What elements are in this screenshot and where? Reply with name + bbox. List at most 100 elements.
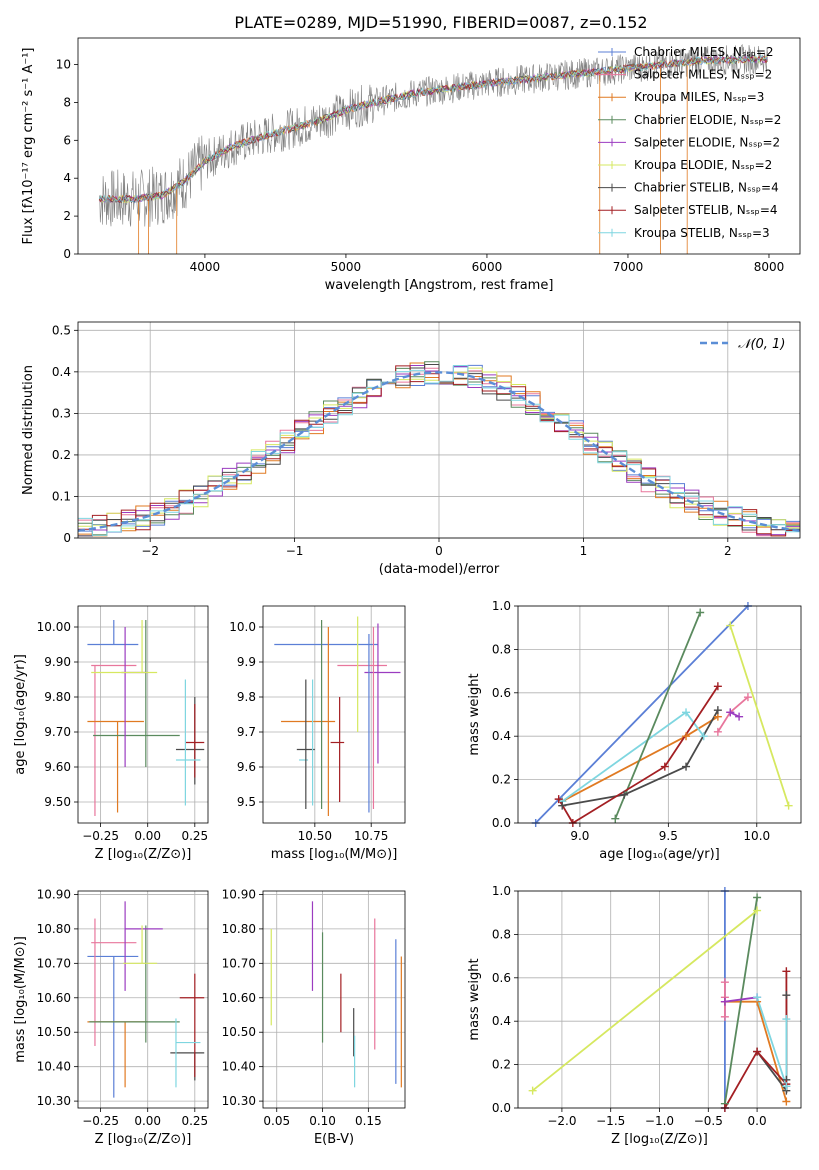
plot-area [274,616,401,816]
x-tick-label: −0.25 [82,829,119,843]
y-tick-label: 10.50 [37,1025,71,1039]
mass-weight-line [535,606,749,823]
plot-area [87,901,205,1098]
mass-weight-point [720,978,729,987]
mass-weight-point [713,706,722,715]
x-tick-label: 2 [724,544,732,558]
mass-weight-point [554,795,563,804]
panel-mass_vs_Z: −0.25 0.00 0.25 10.30 10.40 10.50 10.60 10.70 10… [13,887,209,1147]
panel-residuals: −2 −1 0 1 2 0 0.1 0.2 0.3 0.4 0.5 𝒩(0, 1) (data-mode… [21,321,801,577]
y-tick-label: 10.90 [37,887,71,901]
y-tick-label: 10.70 [222,956,256,970]
legend-label: Chabrier MILES, Nₛₛₚ=2 [634,45,774,59]
x-tick-label: −1 [286,544,304,558]
legend-label: Kroupa ELODIE, Nₛₛₚ=2 [634,158,772,172]
x-axis-label: E(B-V) [314,1132,354,1147]
y-tick-label: 10 [56,58,71,72]
mass-weight-point [660,762,669,771]
y-tick-label: 2 [63,209,71,223]
panel-age_vs_Z: −0.25 0.00 0.25 9.50 9.60 9.70 9.80 9.90 10.00 Z … [13,605,209,862]
x-tick-label: 10.50 [298,829,332,843]
x-axis-label: Z [log₁₀(Z/Z⊙)] [95,847,192,862]
y-tick-label: 6 [63,133,71,147]
mass-weight-line [532,909,758,1092]
mass-weight-point [753,893,762,902]
legend-label: Salpeter ELODIE, Nₛₛₚ=2 [634,135,780,149]
y-tick-label: 0.8 [492,642,511,656]
y-tick-label: 10.50 [222,1025,256,1039]
x-tick-label: −1.5 [596,1114,625,1128]
x-tick-label: 0.10 [309,1114,336,1128]
mass-weight-point [682,762,691,771]
mass-weight-line [557,685,719,823]
mass-weight-point [611,814,620,823]
mass-weight-point [726,621,735,630]
legend-label: 𝒩(0, 1) [738,337,785,352]
y-tick-label: 0.5 [52,323,71,337]
axes-frame [517,605,802,824]
axes-frame [262,890,406,1109]
y-tick-label: 9.90 [44,655,71,669]
y-tick-label: 0.2 [492,773,511,787]
histogram-step [78,365,800,537]
x-axis-label: wavelength [Angstrom, rest frame] [325,278,554,293]
mass-weight-point [782,967,791,976]
x-tick-label: −2 [141,544,159,558]
axes-frame [517,890,802,1109]
y-tick-label: 10.70 [37,956,71,970]
figure-title: PLATE=0289, MJD=51990, FIBERID=0087, z=0… [234,13,647,32]
normal-distribution-curve [78,371,800,532]
y-axis-label: age [log₁₀(age/yr)] [13,654,28,775]
mass-weight-line [614,612,702,820]
axes-frame [77,890,209,1109]
x-axis-label: age [log₁₀(age/yr)] [599,847,720,862]
mass-weight-point [782,1082,791,1091]
mass-weight-point [682,708,691,717]
y-tick-label: 10.0 [229,620,256,634]
mass-weight-point [713,727,722,736]
y-tick-label: 9.8 [237,690,256,704]
legend-label: Kroupa STELIB, Nₛₛₚ=3 [634,226,770,240]
plot-area [535,606,790,823]
y-tick-label: 10.80 [37,922,71,936]
y-tick-label: 10.60 [37,991,71,1005]
mass-weight-point [753,993,762,1002]
mass-weight-point [682,732,691,741]
mass-weight-line [756,997,788,1087]
x-tick-label: 10.0 [743,829,770,843]
x-axis-label: Z [log₁₀(Z/Z⊙)] [95,1132,192,1147]
x-tick-label: 5000 [331,260,362,274]
mass-weight-point [699,732,708,741]
legend-label: Salpeter STELIB, Nₛₛₚ=4 [634,203,778,217]
y-tick-label: 9.7 [237,725,256,739]
y-tick-label: 0.1 [52,489,71,503]
y-tick-label: 8 [63,95,71,109]
mass-weight-point [784,801,793,810]
y-tick-label: 9.80 [44,690,71,704]
legend-label: Chabrier ELODIE, Nₛₛₚ=2 [634,113,781,127]
mass-weight-line [724,996,758,1003]
mass-weight-point [726,708,735,717]
histogram-step [78,365,800,536]
mass-weight-point [558,801,567,810]
y-tick-label: 10.30 [37,1094,71,1108]
y-axis-label: mass weight [467,958,482,1040]
x-tick-label: −0.25 [82,1114,119,1128]
y-tick-label: 9.6 [237,760,256,774]
y-tick-label: 0.4 [492,729,511,743]
panel-mass_vs_EBV: 0.05 0.10 0.15 10.30 10.40 10.50 10.60 10.70 10.… [222,887,406,1147]
x-tick-label: −0.5 [694,1114,723,1128]
panel-age_vs_mass: 10.50 10.75 9.5 9.6 9.7 9.8 9.9 10.0 mass [log₁₀… [229,605,406,862]
x-tick-label: 6000 [472,260,503,274]
x-tick-label: 1 [580,544,588,558]
x-tick-label: 9.5 [659,829,678,843]
x-tick-label: 9.0 [570,829,589,843]
y-tick-label: 1.0 [492,884,511,898]
mass-weight-point [782,1097,791,1106]
plot-area [87,620,205,816]
mass-weight-line [729,711,740,718]
y-tick-label: 0.6 [492,686,511,700]
mass-weight-point [782,1015,791,1024]
x-axis-label: mass [log₁₀(M/M⊙)] [271,847,398,862]
